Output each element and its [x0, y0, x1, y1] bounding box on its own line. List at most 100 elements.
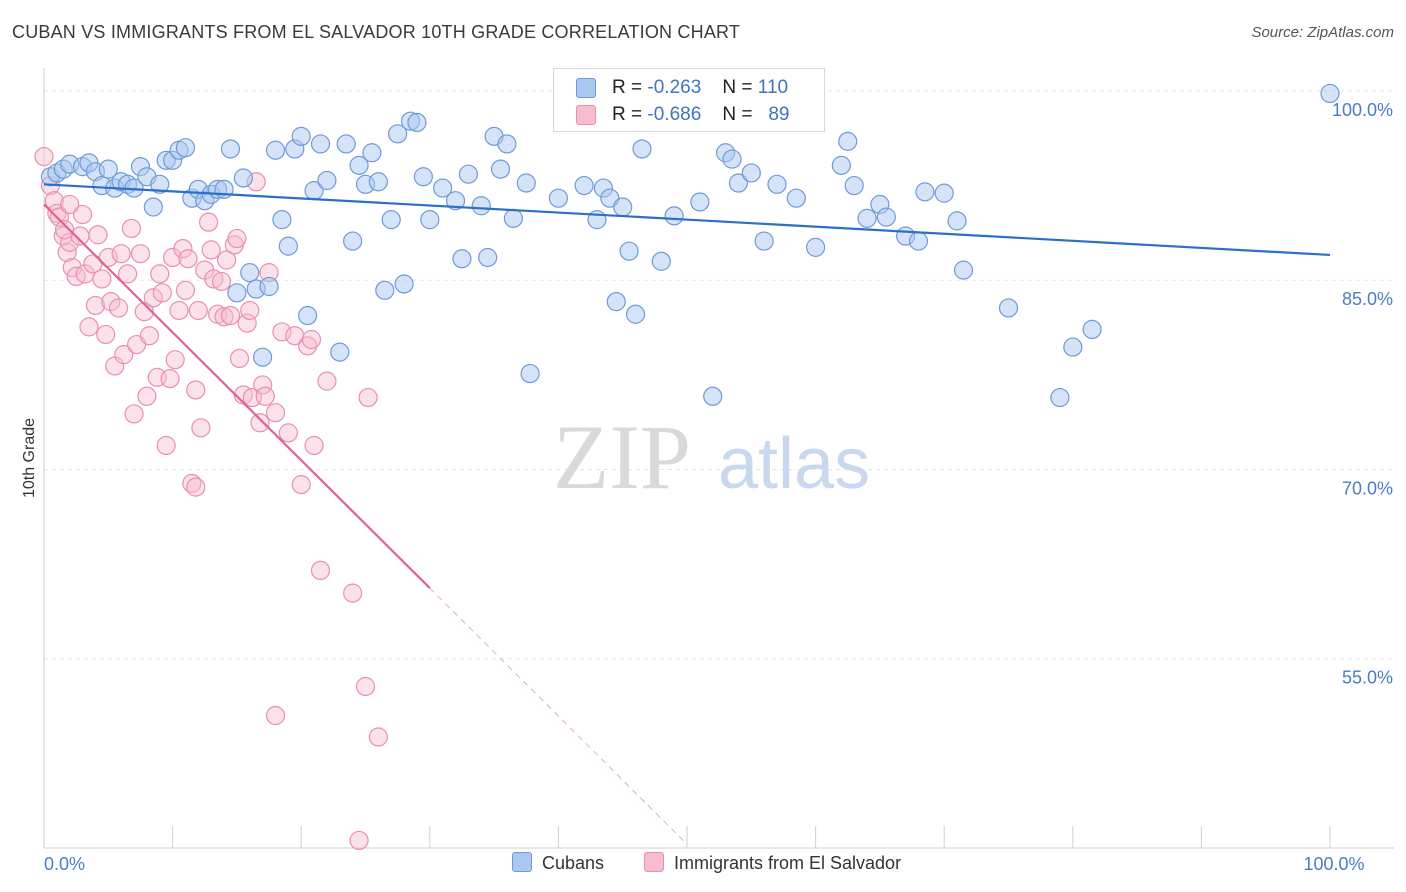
salvador-point-48	[191, 418, 211, 438]
legend-cuban-text: R = -0.263 N = 110	[612, 77, 788, 99]
salvador-point-18	[96, 324, 116, 345]
y-tick-label-0: 100.0%	[1332, 100, 1393, 120]
cuban-point-15	[143, 197, 163, 217]
salvador-point-84	[265, 705, 286, 726]
y-tick-label-2: 70.0%	[1342, 478, 1393, 498]
salvador-point-16	[88, 225, 108, 245]
cuban-point-82	[690, 192, 710, 212]
cuban-trend-line	[43, 183, 1331, 257]
legend-salvador-r-label: R =	[612, 104, 643, 125]
cuban-point-107	[1050, 387, 1070, 408]
cuban-point-106	[1082, 319, 1102, 340]
cuban-point-56	[413, 167, 433, 187]
cuban-point-87	[741, 163, 761, 183]
cuban-point-38	[291, 126, 311, 146]
cuban-point-45	[343, 231, 363, 251]
cuban-point-53	[394, 274, 414, 294]
cuban-point-29	[233, 168, 253, 188]
legend-salvador-n-value: 89	[768, 104, 790, 125]
salvador-point-22	[108, 298, 129, 318]
salvador-trend-extension	[429, 587, 688, 845]
cuban-point-58	[433, 178, 453, 198]
cuban-point-30	[240, 263, 260, 283]
salvador-point-33	[143, 288, 163, 308]
cuban-point-44	[336, 134, 356, 154]
salvador-point-67	[253, 375, 273, 395]
cuban-point-69	[520, 363, 540, 384]
cuban-point-55	[407, 112, 427, 133]
legend-salvador-r-value: -0.686	[647, 104, 702, 125]
salvador-point-38	[160, 369, 180, 389]
salvador-point-59	[227, 228, 247, 249]
salvador-point-32	[139, 326, 160, 346]
salvador-point-40	[165, 350, 185, 370]
cuban-point-36	[278, 236, 298, 256]
salvador-point-24	[114, 345, 134, 365]
salvador-point-26	[121, 218, 142, 239]
cuban-point-65	[490, 159, 511, 179]
cuban-point-102	[947, 211, 967, 231]
salvador-point-87	[60, 194, 80, 215]
cuban-point-81	[664, 206, 684, 226]
bottom-salvador-swatch	[644, 852, 664, 872]
cuban-point-50	[375, 280, 395, 300]
salvador-point-36	[152, 283, 172, 303]
y-tick-label-1: 85.0%	[1342, 289, 1393, 309]
legend-cuban-n-label: N =	[722, 77, 753, 98]
bottom-legend-salvador: Immigrants from El Salvador	[644, 852, 901, 874]
cuban-point-43	[330, 342, 350, 362]
salvador-point-54	[211, 271, 232, 292]
cuban-point-78	[625, 304, 646, 324]
salvador-point-76	[301, 329, 322, 350]
salvador-point-83	[368, 727, 388, 747]
salvador-point-35	[150, 264, 170, 284]
cuban-point-70	[548, 188, 569, 208]
salvador-point-86	[186, 380, 206, 400]
salvador-point-50	[199, 212, 219, 232]
cuban-point-85	[722, 149, 742, 169]
watermark-atlas: atlas	[718, 424, 870, 504]
salvador-point-42	[173, 239, 193, 259]
cuban-point-67	[503, 208, 523, 228]
salvador-point-71	[272, 322, 292, 342]
salvador-point-43	[175, 280, 196, 300]
x-tick-label-1: 100.0%	[1303, 854, 1364, 874]
salvador-point-62	[237, 313, 257, 333]
cuban-point-89	[767, 174, 787, 194]
cuban-point-39	[298, 305, 318, 326]
salvador-point-27	[124, 404, 144, 424]
salvador-point-47	[188, 300, 208, 321]
cuban-point-91	[805, 237, 826, 257]
salvador-point-25	[117, 264, 138, 284]
cuban-point-34	[265, 140, 286, 160]
cuban-point-51	[381, 210, 401, 230]
y-tick-label-3: 55.0%	[1342, 668, 1393, 688]
cuban-point-100	[915, 182, 935, 202]
cuban-point-97	[876, 207, 896, 227]
cuban-point-92	[831, 155, 851, 175]
salvador-point-56	[217, 250, 237, 270]
salvador-point-66	[250, 413, 270, 433]
cuban-point-60	[452, 249, 472, 269]
salvador-point-55	[214, 307, 234, 327]
salvador-point-79	[317, 371, 337, 391]
cuban-point-41	[310, 134, 331, 154]
salvador-point-77	[304, 435, 324, 456]
cuban-point-46	[349, 155, 369, 175]
cuban-point-28	[227, 283, 247, 303]
stats-legend: R = -0.263 N = 110 R = -0.686 N = 89	[553, 68, 825, 132]
watermark-zip: ZIP	[553, 406, 691, 508]
salvador-point-4	[49, 207, 70, 227]
cuban-point-79	[632, 139, 652, 159]
salvador-point-29	[130, 244, 151, 264]
salvador-point-63	[240, 300, 260, 321]
cuban-point-105	[1063, 337, 1083, 357]
cuban-point-8	[98, 159, 118, 179]
salvador-point-45	[182, 473, 202, 493]
salvador-point-70	[265, 403, 286, 423]
cuban-point-16	[150, 174, 170, 194]
axes	[43, 68, 1394, 849]
legend-cuban-r-label: R =	[612, 77, 643, 98]
salvador-point-44	[178, 249, 198, 269]
